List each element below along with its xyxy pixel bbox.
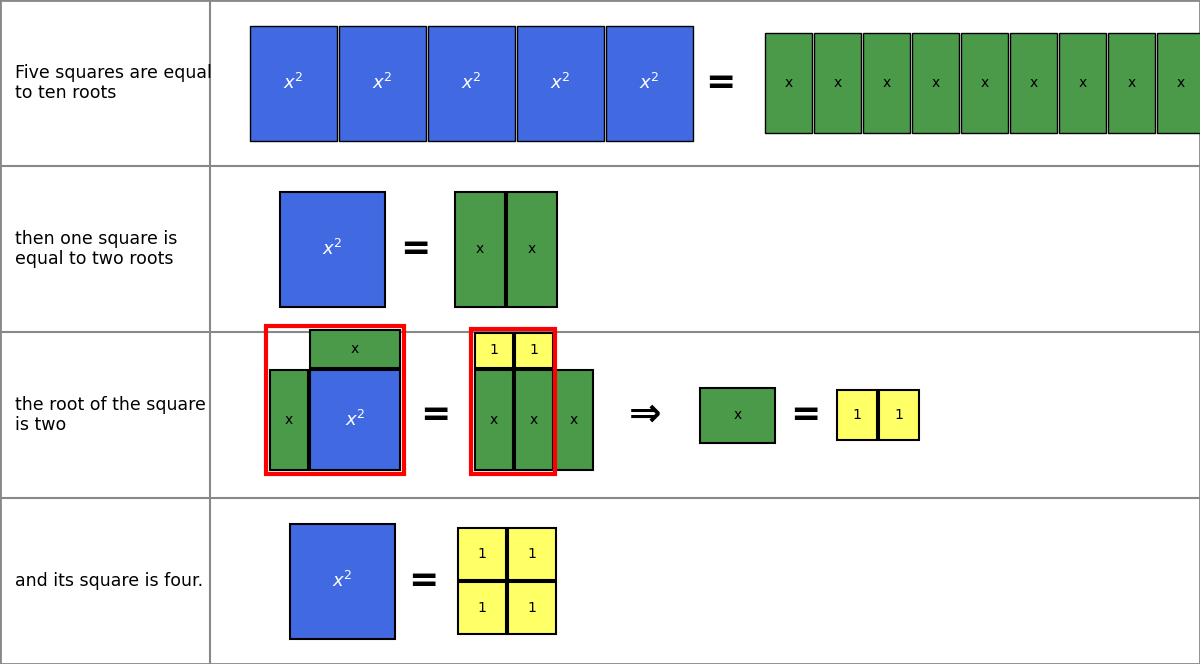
Text: and its square is four.: and its square is four. <box>14 572 203 590</box>
Bar <box>1157 33 1200 133</box>
Text: x: x <box>1030 76 1038 90</box>
Bar <box>1010 33 1057 133</box>
Bar <box>458 582 506 634</box>
Text: x: x <box>1079 76 1087 90</box>
Text: $x^2$: $x^2$ <box>322 239 343 259</box>
Bar <box>470 329 554 474</box>
Bar <box>508 191 557 307</box>
Text: $x^2$: $x^2$ <box>372 73 392 93</box>
Text: $x^2$: $x^2$ <box>550 73 571 93</box>
Bar <box>310 330 400 368</box>
Text: Five squares are equal
to ten roots: Five squares are equal to ten roots <box>14 64 212 102</box>
Bar <box>508 528 556 580</box>
Bar <box>340 25 426 141</box>
Text: $x^2$: $x^2$ <box>461 73 482 93</box>
Bar <box>1108 33 1154 133</box>
Text: x: x <box>733 408 742 422</box>
Bar <box>475 370 514 470</box>
Text: 1: 1 <box>490 343 498 357</box>
Text: $x^2$: $x^2$ <box>332 571 353 591</box>
Bar <box>517 25 604 141</box>
Text: x: x <box>1176 76 1184 90</box>
Text: $x^2$: $x^2$ <box>640 73 660 93</box>
Text: x: x <box>528 242 536 256</box>
Text: ⇒: ⇒ <box>629 396 661 434</box>
Bar <box>814 33 862 133</box>
Bar <box>475 333 514 368</box>
Text: x: x <box>490 413 498 427</box>
Text: x: x <box>284 413 293 427</box>
Bar <box>961 33 1008 133</box>
Bar <box>1060 33 1106 133</box>
Text: x: x <box>570 413 578 427</box>
Bar <box>863 33 910 133</box>
Text: =: = <box>400 232 430 266</box>
Text: 1: 1 <box>529 343 539 357</box>
Text: 1: 1 <box>852 408 862 422</box>
Text: $x^2$: $x^2$ <box>344 410 365 430</box>
Text: 1: 1 <box>894 408 904 422</box>
Bar <box>912 33 959 133</box>
Bar <box>700 388 775 442</box>
Text: x: x <box>1127 76 1135 90</box>
Bar <box>290 523 395 639</box>
Text: 1: 1 <box>478 547 486 561</box>
Text: x: x <box>882 76 890 90</box>
Text: x: x <box>350 342 359 356</box>
Text: x: x <box>530 413 538 427</box>
Text: =: = <box>704 66 736 100</box>
Bar <box>280 191 385 307</box>
Bar <box>766 33 812 133</box>
Text: x: x <box>476 242 484 256</box>
Bar <box>458 528 506 580</box>
Bar <box>428 25 515 141</box>
Text: 1: 1 <box>528 547 536 561</box>
Text: x: x <box>931 76 940 90</box>
Bar <box>508 582 556 634</box>
Bar <box>515 333 553 368</box>
Text: x: x <box>785 76 793 90</box>
Text: 1: 1 <box>528 601 536 615</box>
Text: =: = <box>790 398 820 432</box>
Text: the root of the square
is two: the root of the square is two <box>14 396 206 434</box>
Text: x: x <box>980 76 989 90</box>
Bar <box>606 25 694 141</box>
Text: =: = <box>408 564 438 598</box>
Bar <box>838 390 877 440</box>
Text: $x^2$: $x^2$ <box>283 73 304 93</box>
Bar <box>250 25 337 141</box>
Bar <box>554 370 593 470</box>
Bar <box>455 191 505 307</box>
Bar <box>266 326 404 474</box>
Bar <box>878 390 919 440</box>
Text: then one square is
equal to two roots: then one square is equal to two roots <box>14 230 178 268</box>
Text: =: = <box>420 398 450 432</box>
Bar <box>270 370 308 470</box>
Bar <box>515 370 553 470</box>
Text: 1: 1 <box>478 601 486 615</box>
Text: x: x <box>833 76 841 90</box>
Bar <box>310 370 400 470</box>
